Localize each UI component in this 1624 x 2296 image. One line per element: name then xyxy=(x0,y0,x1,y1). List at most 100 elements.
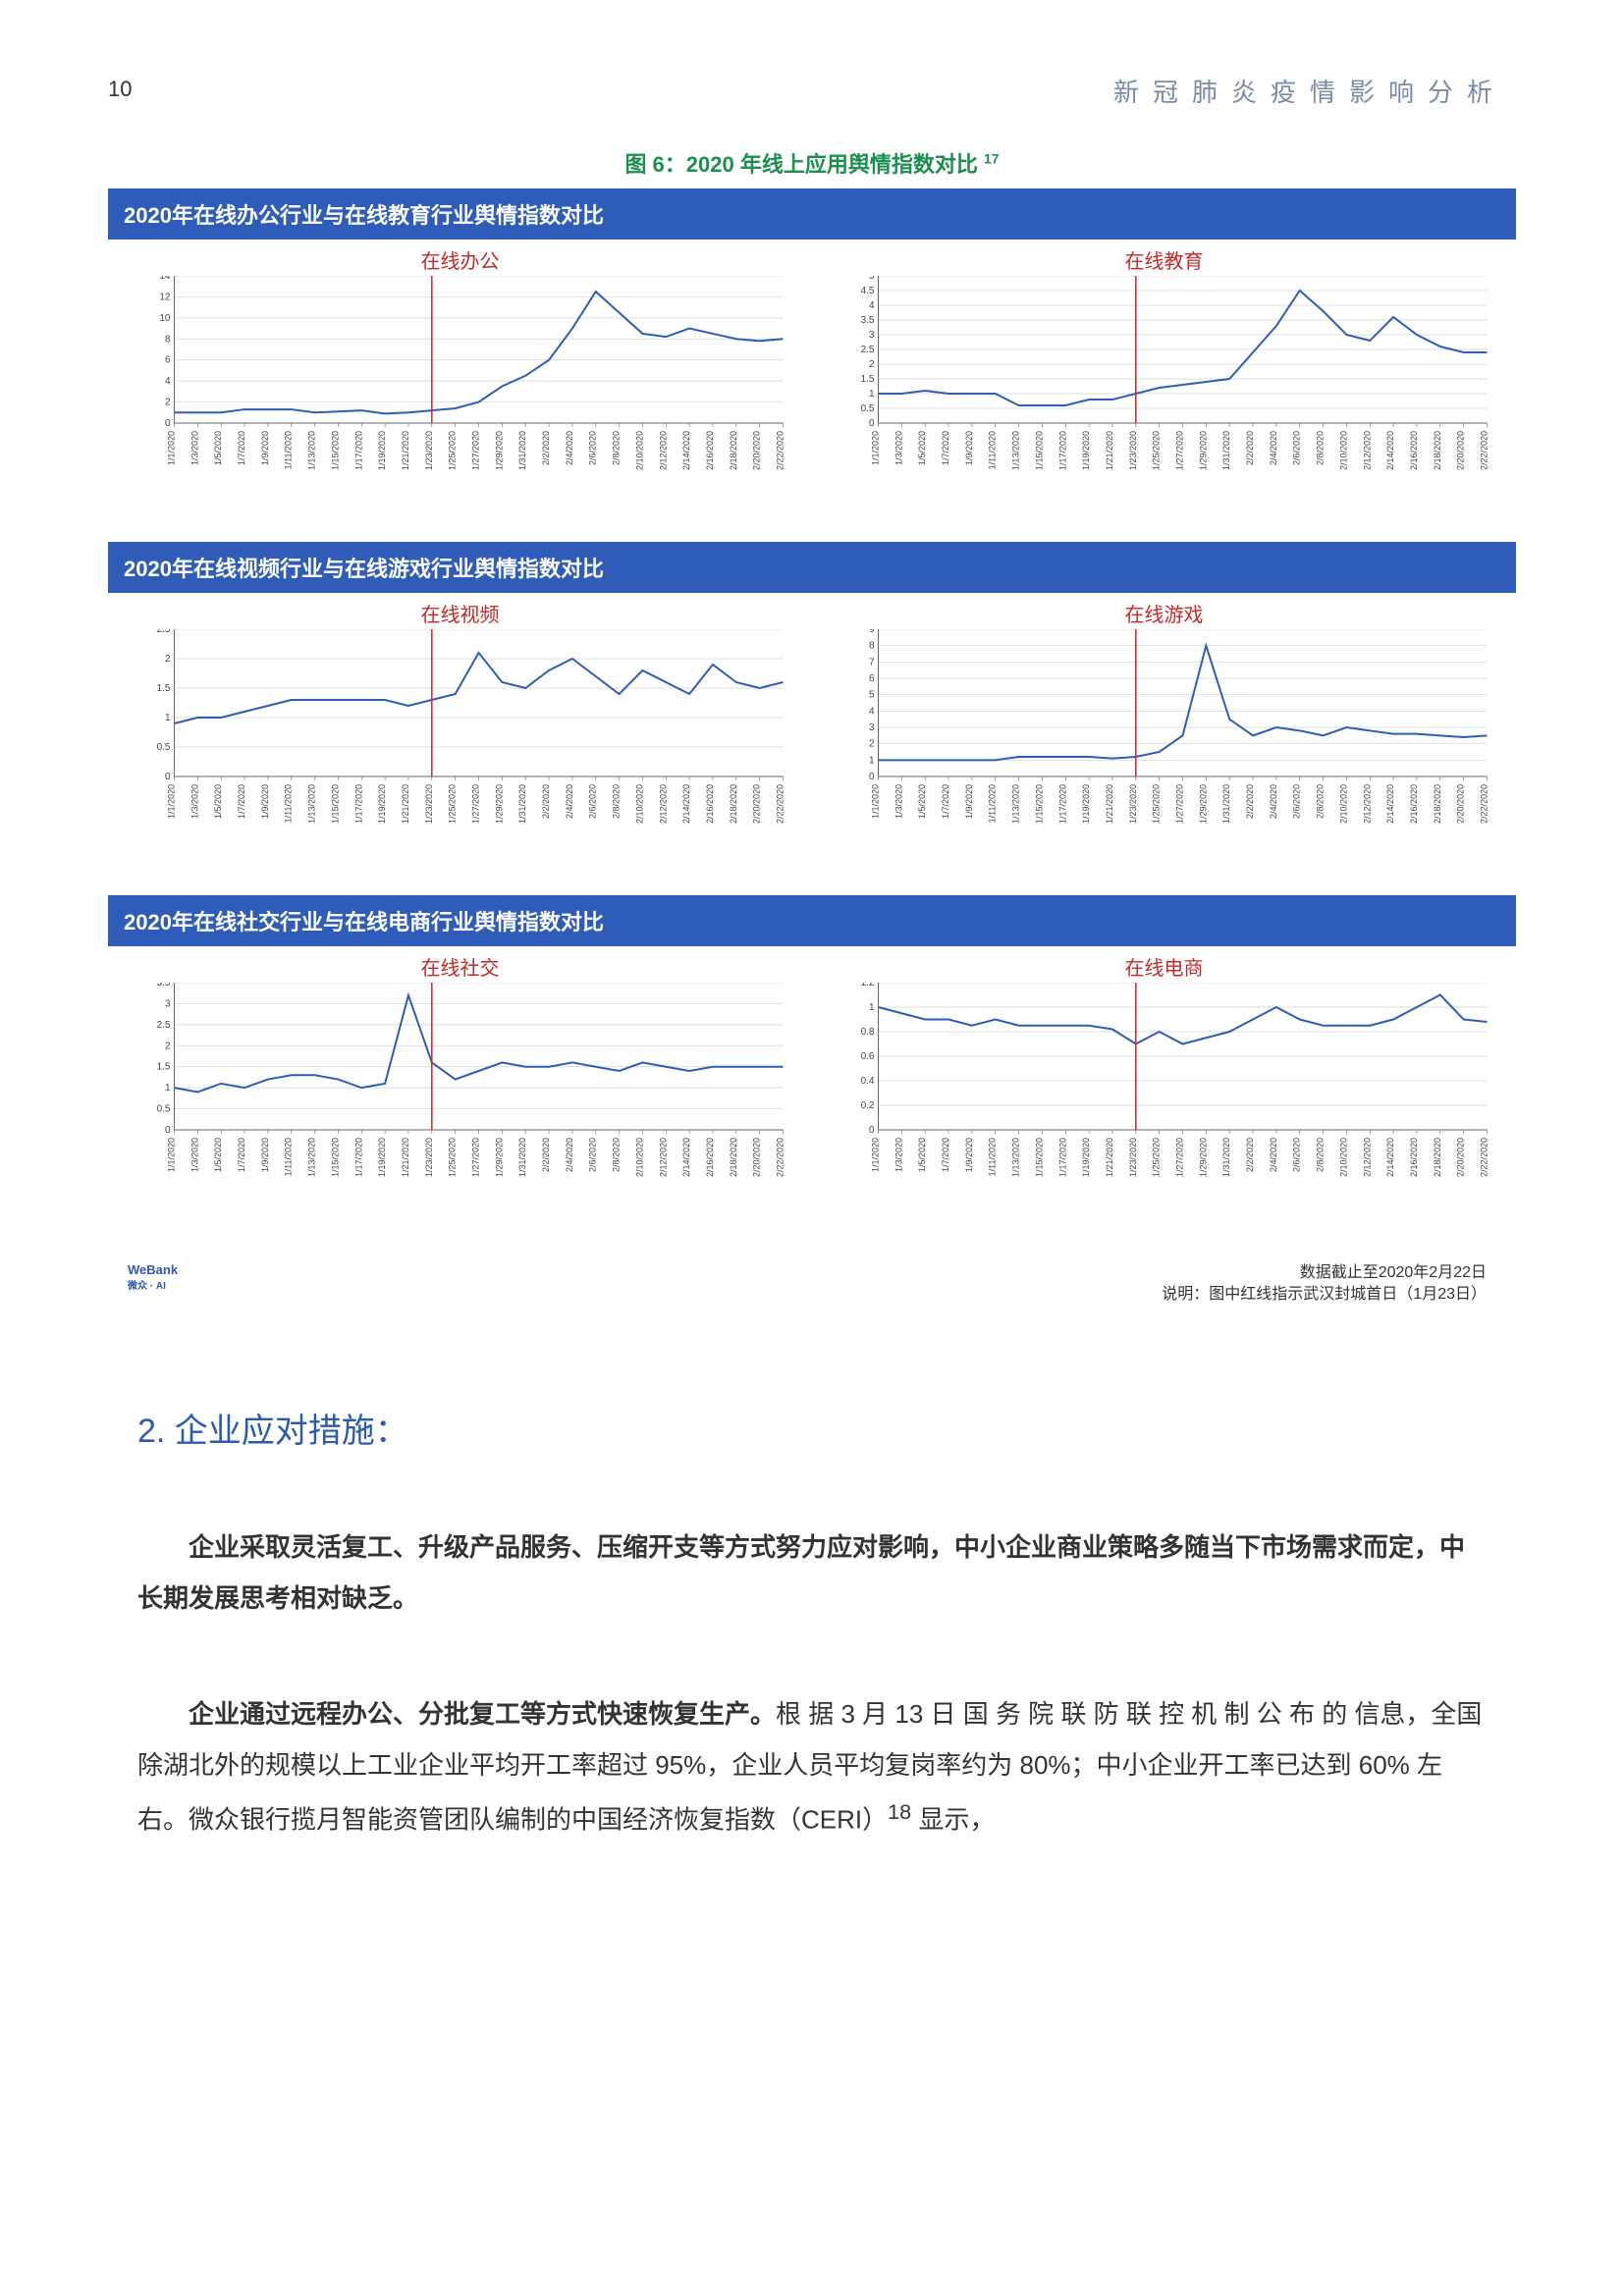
svg-text:1/15/2020: 1/15/2020 xyxy=(1034,431,1044,470)
svg-text:1/31/2020: 1/31/2020 xyxy=(517,431,527,470)
svg-text:0.6: 0.6 xyxy=(861,1051,875,1062)
svg-text:1/13/2020: 1/13/2020 xyxy=(1011,1138,1021,1177)
svg-text:3.5: 3.5 xyxy=(861,315,875,326)
svg-text:2/10/2020: 2/10/2020 xyxy=(634,784,644,824)
svg-text:1/17/2020: 1/17/2020 xyxy=(353,431,363,470)
svg-text:4: 4 xyxy=(869,706,875,717)
chart-banner: 2020年在线视频行业与在线游戏行业舆情指数对比 xyxy=(108,542,1516,593)
svg-text:1/21/2020: 1/21/2020 xyxy=(1105,784,1114,824)
svg-text:1/17/2020: 1/17/2020 xyxy=(1057,1138,1067,1177)
svg-text:1/23/2020: 1/23/2020 xyxy=(424,431,434,470)
svg-text:2/10/2020: 2/10/2020 xyxy=(1338,1138,1348,1177)
svg-text:2.5: 2.5 xyxy=(157,629,171,635)
svg-text:1: 1 xyxy=(165,1083,171,1094)
svg-text:1/27/2020: 1/27/2020 xyxy=(471,431,481,470)
svg-text:2/12/2020: 2/12/2020 xyxy=(658,431,668,470)
svg-text:1.5: 1.5 xyxy=(861,374,875,385)
svg-text:1/29/2020: 1/29/2020 xyxy=(1198,784,1208,824)
svg-text:5: 5 xyxy=(869,690,875,701)
svg-text:1/29/2020: 1/29/2020 xyxy=(1198,1138,1208,1177)
svg-text:2/20/2020: 2/20/2020 xyxy=(752,784,762,824)
svg-text:1/25/2020: 1/25/2020 xyxy=(448,431,458,470)
svg-text:0.5: 0.5 xyxy=(157,1104,171,1115)
svg-text:1/17/2020: 1/17/2020 xyxy=(353,1138,363,1177)
svg-text:1/25/2020: 1/25/2020 xyxy=(1152,784,1162,824)
chart-row-2: 2020年在线社交行业与在线电商行业舆情指数对比在线社交00.511.522.5… xyxy=(108,895,1516,1193)
svg-text:2/6/2020: 2/6/2020 xyxy=(588,431,598,465)
svg-text:1.5: 1.5 xyxy=(157,1062,171,1073)
svg-text:0.5: 0.5 xyxy=(861,403,875,414)
svg-text:0: 0 xyxy=(869,418,875,429)
svg-text:14: 14 xyxy=(159,276,171,282)
svg-text:2/18/2020: 2/18/2020 xyxy=(1433,1138,1442,1177)
svg-text:1/11/2020: 1/11/2020 xyxy=(284,1138,294,1176)
svg-text:1/27/2020: 1/27/2020 xyxy=(1175,431,1185,470)
svg-text:8: 8 xyxy=(165,334,171,345)
source-note-line1: 数据截止至2020年2月22日 xyxy=(1162,1262,1487,1284)
svg-text:1/11/2020: 1/11/2020 xyxy=(284,784,294,823)
svg-text:1/19/2020: 1/19/2020 xyxy=(1081,1138,1091,1177)
para2-bold: 企业通过远程办公、分批复工等方式快速恢复生产。 xyxy=(189,1699,776,1729)
para2-tail: 显示， xyxy=(911,1805,995,1835)
svg-text:1/25/2020: 1/25/2020 xyxy=(1152,431,1162,470)
svg-text:2/18/2020: 2/18/2020 xyxy=(729,431,738,470)
svg-text:1/3/2020: 1/3/2020 xyxy=(893,1138,903,1172)
svg-text:1/13/2020: 1/13/2020 xyxy=(1011,431,1021,470)
svg-text:1/23/2020: 1/23/2020 xyxy=(1128,784,1138,824)
svg-text:4.5: 4.5 xyxy=(861,286,875,296)
svg-text:1/17/2020: 1/17/2020 xyxy=(353,784,363,824)
svg-text:1/19/2020: 1/19/2020 xyxy=(1081,431,1091,470)
svg-text:1/19/2020: 1/19/2020 xyxy=(377,431,387,470)
svg-text:2/22/2020: 2/22/2020 xyxy=(1480,784,1489,824)
svg-text:2/20/2020: 2/20/2020 xyxy=(1456,784,1466,824)
svg-text:2/4/2020: 2/4/2020 xyxy=(1269,784,1278,819)
svg-text:1/25/2020: 1/25/2020 xyxy=(448,784,458,824)
svg-text:1/15/2020: 1/15/2020 xyxy=(330,431,340,470)
svg-text:1/23/2020: 1/23/2020 xyxy=(1128,431,1138,470)
svg-text:1/23/2020: 1/23/2020 xyxy=(1128,1138,1138,1177)
svg-text:1.2: 1.2 xyxy=(861,983,875,988)
svg-text:1/3/2020: 1/3/2020 xyxy=(189,784,199,819)
svg-text:0.2: 0.2 xyxy=(861,1100,875,1111)
svg-text:2/22/2020: 2/22/2020 xyxy=(1480,431,1489,470)
svg-text:2/12/2020: 2/12/2020 xyxy=(658,784,668,824)
svg-text:1/19/2020: 1/19/2020 xyxy=(377,784,387,824)
svg-text:2/8/2020: 2/8/2020 xyxy=(1316,784,1326,819)
svg-text:1/5/2020: 1/5/2020 xyxy=(917,431,927,465)
svg-text:1/9/2020: 1/9/2020 xyxy=(964,784,974,819)
chart-panel-right: 在线教育00.511.522.533.544.551/1/20201/3/202… xyxy=(812,240,1516,486)
para2-footnote: 18 xyxy=(888,1799,911,1824)
svg-text:2/2/2020: 2/2/2020 xyxy=(541,1138,551,1172)
svg-text:2/6/2020: 2/6/2020 xyxy=(588,784,598,819)
svg-text:1/5/2020: 1/5/2020 xyxy=(917,1138,927,1172)
svg-text:1/7/2020: 1/7/2020 xyxy=(237,1138,246,1172)
chart-row-0: 2020年在线办公行业与在线教育行业舆情指数对比在线办公024681012141… xyxy=(108,188,1516,486)
svg-text:1: 1 xyxy=(165,713,171,723)
svg-text:2/2/2020: 2/2/2020 xyxy=(1245,784,1255,819)
svg-text:1/3/2020: 1/3/2020 xyxy=(189,431,199,465)
svg-text:1/1/2020: 1/1/2020 xyxy=(167,1138,177,1172)
svg-text:2/2/2020: 2/2/2020 xyxy=(541,784,551,819)
chart-panel-left: 在线社交00.511.522.533.51/1/20201/3/20201/5/… xyxy=(108,946,812,1193)
svg-text:4: 4 xyxy=(165,376,171,387)
svg-text:1/31/2020: 1/31/2020 xyxy=(1221,784,1231,824)
svg-text:3: 3 xyxy=(869,722,875,733)
svg-text:6: 6 xyxy=(165,355,171,366)
svg-text:0: 0 xyxy=(165,418,171,429)
svg-text:1/7/2020: 1/7/2020 xyxy=(941,1138,950,1172)
svg-text:1/25/2020: 1/25/2020 xyxy=(448,1138,458,1177)
svg-text:2/2/2020: 2/2/2020 xyxy=(541,431,551,465)
svg-text:1/31/2020: 1/31/2020 xyxy=(517,784,527,824)
chart-subtitle: 在线游戏 xyxy=(830,599,1498,627)
svg-text:2/6/2020: 2/6/2020 xyxy=(588,1138,598,1172)
svg-text:2/8/2020: 2/8/2020 xyxy=(612,431,622,465)
svg-text:1/9/2020: 1/9/2020 xyxy=(964,1138,974,1172)
svg-text:2/18/2020: 2/18/2020 xyxy=(729,784,738,824)
svg-text:1/15/2020: 1/15/2020 xyxy=(1034,784,1044,824)
svg-text:1: 1 xyxy=(869,389,875,400)
svg-text:2/18/2020: 2/18/2020 xyxy=(1433,784,1442,824)
svg-text:1/3/2020: 1/3/2020 xyxy=(893,431,903,465)
svg-text:0: 0 xyxy=(165,1125,171,1136)
svg-text:2/10/2020: 2/10/2020 xyxy=(634,1138,644,1177)
svg-text:2/18/2020: 2/18/2020 xyxy=(729,1138,738,1177)
